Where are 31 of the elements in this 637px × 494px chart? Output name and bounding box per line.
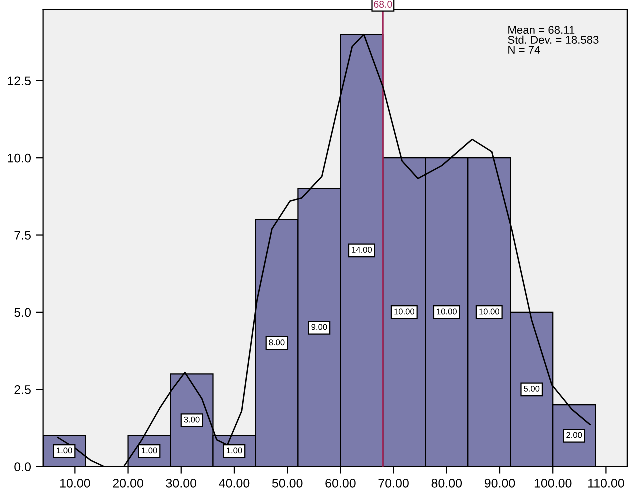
x-tick-label: 30.00 <box>166 478 197 488</box>
x-tick-label: 90.00 <box>484 478 516 488</box>
x-tick-label: 20.00 <box>113 478 144 488</box>
data-label: 5.00 <box>524 386 540 392</box>
data-label: 14.00 <box>352 247 372 253</box>
data-label: 10.00 <box>437 308 457 315</box>
ref-line-label: 68.0 <box>374 1 392 8</box>
y-tick-label: 2.5 <box>14 385 31 394</box>
data-label: 10.00 <box>394 308 415 315</box>
y-tick-label: 10.0 <box>8 154 32 163</box>
y-tick-label: 7.5 <box>14 231 31 240</box>
x-tick-label: 60.00 <box>326 478 356 488</box>
data-label: 1.00 <box>227 448 242 454</box>
x-tick-label: 70.00 <box>378 478 409 488</box>
x-tick-label: 110.00 <box>588 478 624 488</box>
annotation: Mean = 68.11 Std. Dev. = 18.583 N = 74 <box>508 26 599 54</box>
data-label: 1.00 <box>57 448 72 454</box>
data-label: 1.00 <box>142 448 158 454</box>
y-tick-label: 12.5 <box>8 76 31 86</box>
data-label: 2.00 <box>566 432 582 438</box>
data-label: 8.00 <box>269 340 285 346</box>
data-label: 3.00 <box>184 416 200 423</box>
x-tick-label: 80.00 <box>432 478 462 488</box>
data-label: 10.00 <box>480 308 500 315</box>
x-tick-label: 10.00 <box>60 478 90 488</box>
y-tick-label: 5.0 <box>14 308 32 318</box>
x-tick-label: 40.00 <box>219 478 250 488</box>
y-tick-label: 0.0 <box>14 462 32 472</box>
x-tick-label: 100.00 <box>534 478 572 488</box>
x-tick-label: 50.00 <box>272 478 303 488</box>
data-label: 9.00 <box>312 324 328 330</box>
